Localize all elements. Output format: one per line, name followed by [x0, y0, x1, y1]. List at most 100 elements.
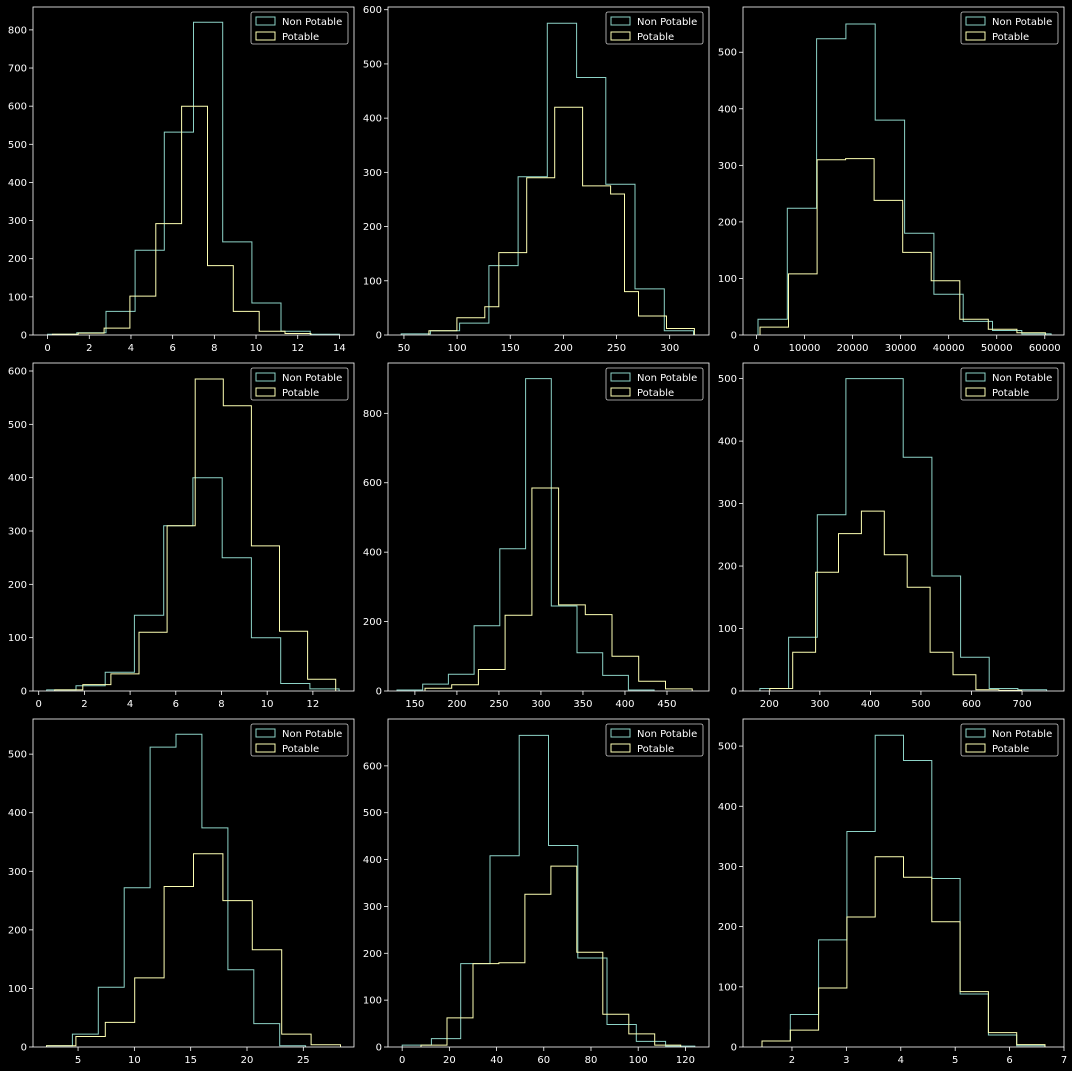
axes-frame: [387, 6, 710, 336]
y-tick-label: 200: [718, 922, 737, 933]
legend-label: Potable: [282, 388, 319, 399]
legend: Non Potable Potable: [960, 723, 1059, 757]
y-tick-label: 200: [718, 562, 737, 573]
legend-label: Potable: [992, 744, 1029, 755]
y-tick-label: 0: [21, 687, 27, 698]
y-tick-label: 300: [718, 499, 737, 510]
legend-label: Potable: [282, 32, 319, 43]
x-tick-label: 6: [1006, 1055, 1012, 1066]
y-tick-label: 200: [363, 222, 382, 233]
y-tick-label: 100: [8, 292, 27, 303]
y-tick-label: 0: [376, 331, 382, 342]
legend-swatch: [965, 372, 986, 382]
x-tick-label: 14: [333, 343, 346, 354]
series-non-potable-step: [401, 734, 696, 1047]
x-tick-label: 100: [448, 343, 467, 354]
x-tick-label: 8: [211, 343, 217, 354]
x-tick-label: 2: [86, 343, 92, 354]
series-non-potable-step: [761, 734, 1046, 1047]
legend: Non Potable Potable: [605, 723, 704, 757]
y-tick-label: 200: [8, 925, 27, 936]
x-tick-label: 7: [1061, 1055, 1067, 1066]
y-tick-label: 100: [718, 982, 737, 993]
x-tick-label: 0: [44, 343, 50, 354]
y-tick-label: 100: [8, 984, 27, 995]
series-non-potable-step: [47, 21, 340, 335]
legend: Non Potable Potable: [250, 367, 349, 401]
x-tick-label: 40000: [933, 343, 965, 354]
y-tick-label: 200: [8, 254, 27, 265]
histogram-panel-8: 0 20 40 60 80 100 120 0 100 200 300 400 500 600 Non Po…: [363, 718, 710, 1066]
x-tick-label: 450: [657, 699, 676, 710]
x-tick-label: 3: [843, 1055, 849, 1066]
axes-frame: [742, 362, 1065, 692]
x-tick-label: 0: [753, 343, 759, 354]
legend-label: Non Potable: [992, 17, 1052, 28]
axes-frame: [742, 6, 1065, 336]
legend-swatch: [610, 728, 631, 738]
legend-swatch: [965, 728, 986, 738]
x-tick-label: 300: [810, 699, 829, 710]
series-non-potable-step: [46, 733, 307, 1047]
y-tick-label: 600: [363, 478, 382, 489]
y-tick-label: 400: [363, 114, 382, 125]
y-tick-label: 500: [718, 742, 737, 753]
x-tick-label: 60000: [1029, 343, 1061, 354]
series-non-potable-step: [46, 477, 340, 691]
x-tick-label: 500: [911, 699, 930, 710]
legend-swatch: [255, 728, 276, 738]
x-tick-label: 25: [297, 1055, 310, 1066]
series-potable-step: [420, 865, 682, 1047]
y-tick-label: 100: [363, 276, 382, 287]
x-tick-label: 5: [75, 1055, 81, 1066]
y-tick-label: 400: [718, 437, 737, 448]
legend-swatch: [255, 31, 276, 41]
legend-label: Non Potable: [637, 17, 697, 28]
y-tick-label: 800: [363, 409, 382, 420]
y-tick-label: 500: [8, 750, 27, 761]
axes-frame: [387, 362, 710, 692]
x-tick-label: 10: [128, 1055, 141, 1066]
series-potable-step: [46, 853, 341, 1047]
histogram-panel-7: 5 10 15 20 25 0 100 200 300 400 500 Non Potable Pota…: [8, 718, 355, 1066]
y-tick-label: 0: [731, 331, 737, 342]
y-tick-label: 400: [363, 548, 382, 559]
y-tick-label: 500: [718, 374, 737, 385]
legend: Non Potable Potable: [960, 11, 1059, 45]
y-tick-label: 400: [718, 104, 737, 115]
y-tick-label: 500: [8, 140, 27, 151]
y-tick-label: 700: [8, 64, 27, 75]
x-tick-label: 80: [585, 1055, 598, 1066]
x-tick-label: 300: [660, 343, 679, 354]
y-tick-label: 500: [8, 420, 27, 431]
x-tick-label: 4: [127, 699, 133, 710]
legend-label: Non Potable: [637, 373, 697, 384]
y-tick-label: 200: [363, 949, 382, 960]
series-potable-step: [424, 487, 693, 691]
legend-label: Non Potable: [992, 373, 1052, 384]
y-tick-label: 800: [8, 25, 27, 36]
legend-label: Potable: [637, 744, 674, 755]
x-tick-label: 2: [81, 699, 87, 710]
legend-label: Potable: [637, 388, 674, 399]
x-tick-label: 200: [447, 699, 466, 710]
series-non-potable-step: [759, 378, 1048, 691]
legend-swatch: [965, 16, 986, 26]
y-tick-label: 0: [376, 687, 382, 698]
y-tick-label: 0: [21, 1043, 27, 1054]
legend-swatch: [610, 743, 631, 753]
axes-frame: [387, 718, 710, 1048]
x-tick-label: 8: [218, 699, 224, 710]
y-tick-label: 300: [8, 867, 27, 878]
y-tick-label: 0: [21, 331, 27, 342]
axes-frame: [32, 6, 355, 336]
x-tick-label: 0: [399, 1055, 405, 1066]
y-tick-label: 400: [363, 855, 382, 866]
legend-swatch: [255, 387, 276, 397]
y-tick-label: 100: [718, 274, 737, 285]
series-potable-step: [769, 510, 1023, 691]
y-tick-label: 200: [8, 580, 27, 591]
x-tick-label: 0: [36, 699, 42, 710]
legend-swatch: [965, 387, 986, 397]
